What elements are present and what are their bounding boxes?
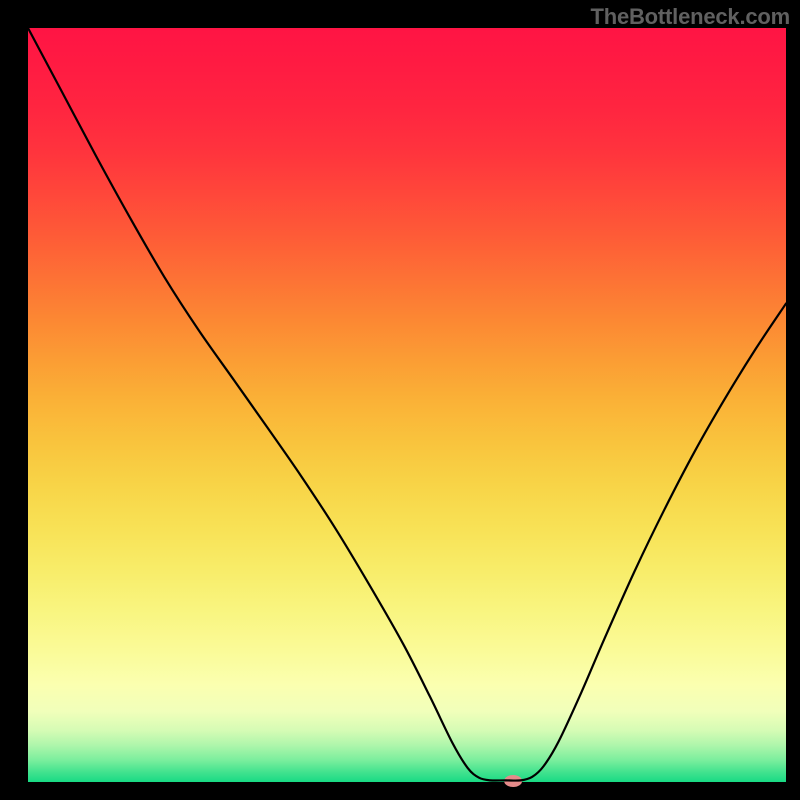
- watermark-label: TheBottleneck.com: [590, 4, 790, 30]
- plot-background: [28, 28, 786, 783]
- chart-frame: TheBottleneck.com: [0, 0, 800, 800]
- bottleneck-curve-chart: [0, 0, 800, 800]
